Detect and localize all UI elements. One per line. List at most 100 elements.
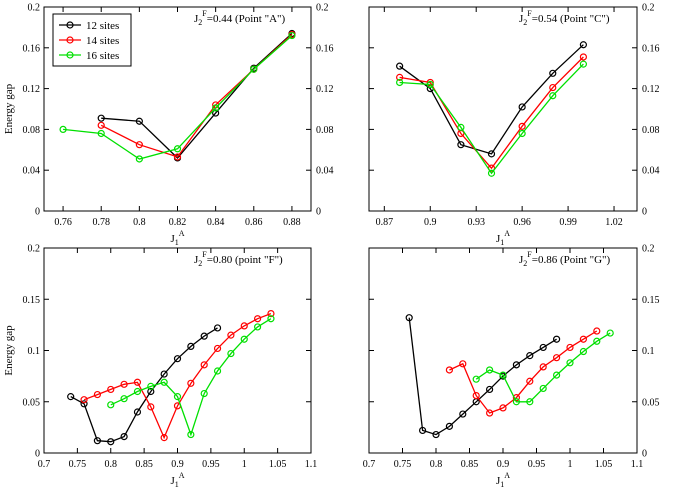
data-point <box>552 371 561 379</box>
y-tick-label: 0.2 <box>28 3 41 14</box>
x-tick-label: 0.87 <box>376 217 394 228</box>
series-line <box>63 35 293 160</box>
y-tick-label: 0.04 <box>23 166 41 177</box>
panel-annotation: J2F=0.54 (Point "C") <box>519 9 610 27</box>
x-tick-label: 0.93 <box>467 217 485 228</box>
data-point <box>487 150 496 158</box>
data-point <box>499 371 507 379</box>
data-point <box>459 360 467 368</box>
data-point <box>173 393 182 401</box>
data-point <box>173 153 182 161</box>
data-point <box>405 314 413 322</box>
data-point <box>552 354 561 362</box>
data-point <box>80 396 88 404</box>
data-point <box>518 103 526 111</box>
data-point <box>97 121 105 129</box>
series-line <box>399 56 584 170</box>
data-point <box>133 408 142 416</box>
y-tick-label-right: 0.04 <box>316 166 334 177</box>
x-tick-label: 1.1 <box>305 459 318 470</box>
data-point <box>120 395 128 403</box>
data-point <box>518 129 526 138</box>
data-point <box>518 122 526 130</box>
data-point <box>426 80 434 89</box>
x-tick-label: 0.7 <box>363 459 376 470</box>
x-tick-label: 0.95 <box>528 459 546 470</box>
data-point <box>549 69 557 77</box>
data-point <box>606 329 614 337</box>
x-tick-label: 0.9 <box>424 217 437 228</box>
data-point <box>59 125 67 133</box>
y-tick-label: 0.05 <box>23 397 41 408</box>
data-point <box>552 335 561 343</box>
series-14-sites <box>80 310 275 442</box>
y-axis-label: Energy gap <box>3 83 15 134</box>
y-tick-label-right: 0 <box>642 207 647 218</box>
data-point <box>549 92 557 100</box>
plot-frame <box>368 6 638 212</box>
data-point <box>133 387 142 396</box>
data-point <box>539 384 547 393</box>
y-tick-label-right: 0 <box>316 207 321 218</box>
x-tick-label: 0.7 <box>38 459 51 470</box>
data-point <box>227 349 235 358</box>
x-tick-label: 0.9 <box>497 459 510 470</box>
chart-panel-4: 0.7 0.75 0.8 0.85 0.9 0.95 1 1.05 1.10 0.05 0.1 0.1… <box>363 244 660 490</box>
x-tick-label: 0.86 <box>245 217 263 228</box>
x-tick-label: 1.1 <box>631 459 644 470</box>
data-point <box>254 315 262 323</box>
legend-label: 12 sites <box>86 20 119 32</box>
panel-annotation: J2F=0.86 (Point "G") <box>519 250 611 268</box>
y-tick-label: 0 <box>35 449 40 460</box>
data-point <box>549 83 557 92</box>
x-tick-label: 0.85 <box>135 459 153 470</box>
y-tick-label-right: 0.05 <box>642 397 660 408</box>
legend-label: 14 sites <box>86 35 119 47</box>
series-16-sites <box>59 31 296 163</box>
data-point <box>97 114 105 122</box>
y-tick-label-right: 0 <box>642 449 647 460</box>
series-12-sites <box>405 314 561 439</box>
y-tick-label-right: 0.12 <box>642 84 660 95</box>
data-point <box>445 422 453 430</box>
data-point <box>107 385 115 394</box>
data-point <box>187 342 195 350</box>
data-point <box>212 104 220 112</box>
series-line <box>449 330 598 414</box>
series-16-sites <box>107 315 275 439</box>
x-tick-label: 0.8 <box>105 459 118 470</box>
data-point <box>432 430 440 439</box>
data-point <box>579 41 588 49</box>
data-point <box>396 73 404 81</box>
data-point <box>173 145 182 153</box>
y-tick-label-right: 0.1 <box>642 346 655 357</box>
series-12-sites <box>396 41 588 158</box>
data-point <box>147 382 155 390</box>
data-point <box>227 331 235 339</box>
data-point <box>512 398 521 406</box>
y-tick-label-right: 0.16 <box>316 43 334 54</box>
x-tick-label: 0.99 <box>559 217 577 228</box>
data-point <box>135 117 143 125</box>
legend-label: 16 sites <box>86 50 119 62</box>
y-axis-label: Energy gap <box>3 325 15 376</box>
data-point <box>593 327 601 335</box>
series-line <box>83 312 272 440</box>
data-point <box>396 62 404 70</box>
series-14-sites <box>396 53 588 172</box>
x-tick-label: 0.96 <box>513 217 531 228</box>
y-tick-label: 0.16 <box>23 43 41 54</box>
chart-panel-2: 0.87 0.9 0.93 0.96 0.99 1.02 0 0.04 0.08 0.12 0.16… <box>368 3 660 247</box>
x-tick-label: 0.8 <box>133 217 146 228</box>
y-tick-label: 0 <box>35 207 40 218</box>
x-tick-label: 0.9 <box>171 459 184 470</box>
y-tick-label-right: 0.2 <box>642 3 655 14</box>
data-point <box>213 367 222 375</box>
y-tick-label-right: 0.04 <box>642 166 660 177</box>
data-point <box>288 31 296 40</box>
x-tick-label: 0.95 <box>202 459 220 470</box>
data-point <box>135 155 143 163</box>
x-tick-label: 1 <box>568 459 573 470</box>
data-point <box>579 53 588 61</box>
x-axis-label: J1A <box>496 229 510 247</box>
